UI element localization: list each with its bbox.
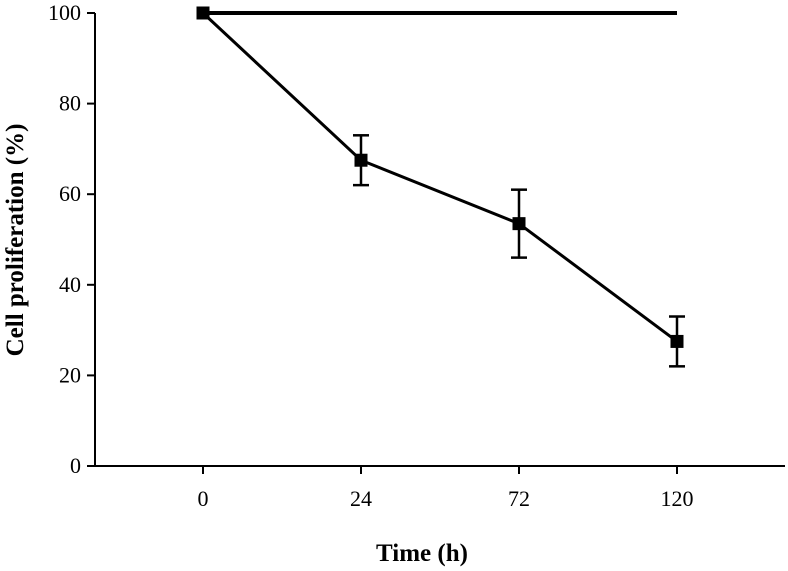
data-point-120 — [670, 334, 684, 348]
axes — [94, 13, 785, 467]
y-tick-label-60: 60 — [59, 181, 81, 206]
x-tick-label-120: 120 — [661, 486, 694, 511]
y-tick-label-100: 100 — [48, 0, 81, 25]
y-tick-label-80: 80 — [59, 91, 81, 116]
y-axis-ticks: 0 20 40 60 80 100 — [48, 0, 95, 478]
data-point-24 — [354, 153, 368, 167]
data-point-72 — [512, 217, 526, 231]
data-point-0 — [196, 6, 210, 20]
series-treated-line — [201, 11, 678, 343]
series-group — [196, 6, 685, 368]
x-axis-ticks: 0 24 72 120 — [198, 466, 694, 511]
x-axis-title: Time (h) — [376, 540, 468, 567]
x-tick-label-24: 24 — [350, 486, 372, 511]
y-tick-label-0: 0 — [70, 453, 81, 478]
y-axis-title: Cell proliferation (%) — [2, 124, 29, 357]
y-tick-label-40: 40 — [59, 272, 81, 297]
x-tick-label-72: 72 — [508, 486, 530, 511]
y-tick-label-20: 20 — [59, 362, 81, 387]
x-tick-label-0: 0 — [198, 486, 209, 511]
